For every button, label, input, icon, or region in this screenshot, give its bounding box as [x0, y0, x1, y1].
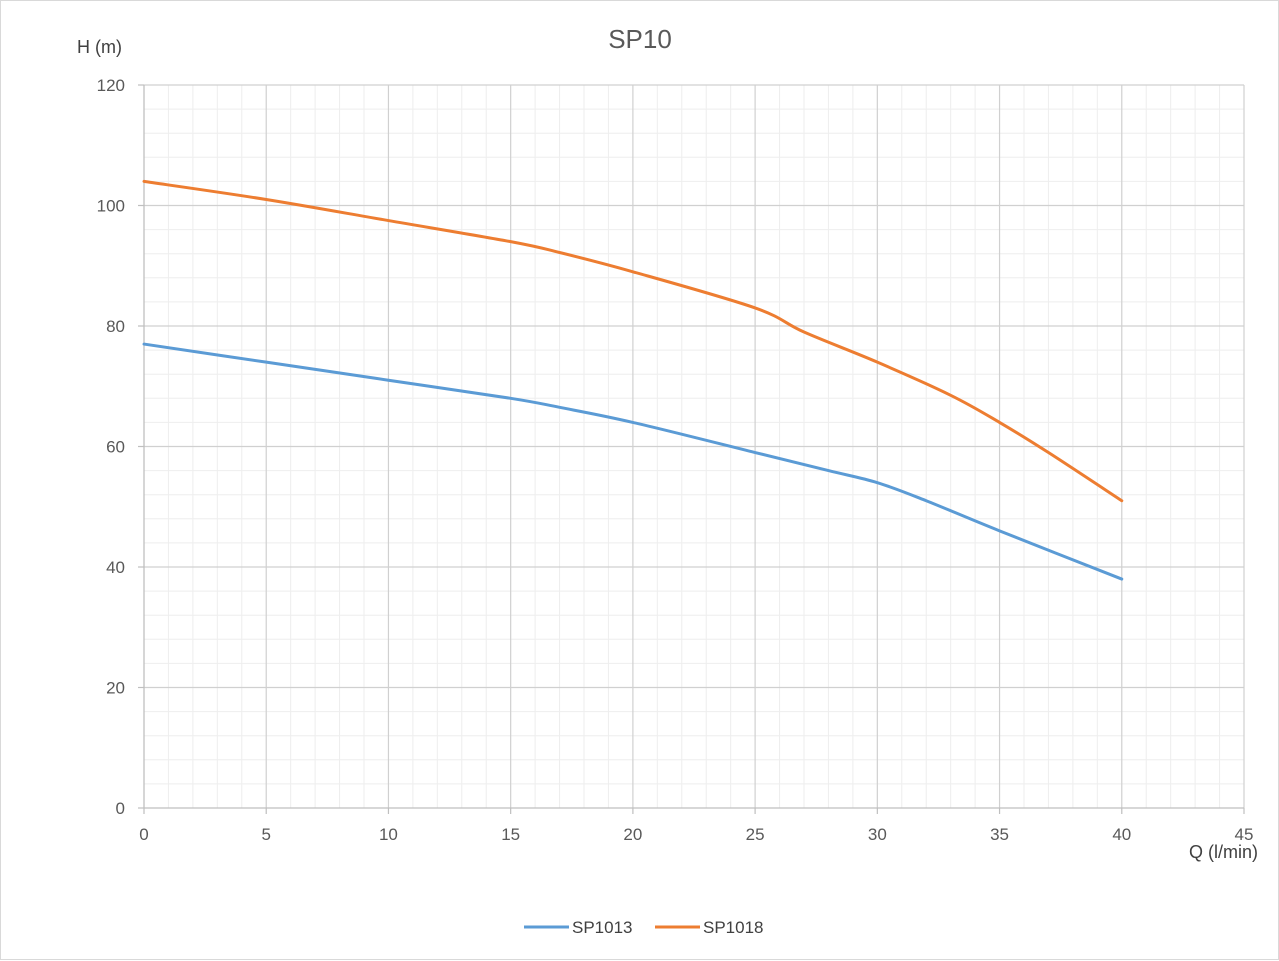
y-tick-label: 120: [97, 76, 125, 95]
y-tick-label: 80: [106, 317, 125, 336]
y-tick-label: 20: [106, 679, 125, 698]
x-tick-label: 10: [379, 825, 398, 844]
x-tick-label: 35: [990, 825, 1009, 844]
series-line-sp1013: [142, 342, 1124, 581]
axes: [138, 84, 1245, 814]
x-tick-label: 30: [868, 825, 887, 844]
x-tick-label: 40: [1112, 825, 1131, 844]
y-tick-label: 60: [106, 438, 125, 457]
series-lines: [142, 179, 1124, 581]
x-tick-label: 20: [623, 825, 642, 844]
series-line-sp1018: [142, 179, 1124, 503]
legend-label-sp1013: SP1013: [572, 918, 633, 937]
major-gridlines: [144, 84, 1245, 808]
y-tick-labels: 0 20 40 60 80 100 120: [97, 76, 125, 818]
legend: SP1013 SP1018: [524, 918, 764, 937]
legend-label-sp1018: SP1018: [703, 918, 764, 937]
y-tick-label: 0: [116, 799, 125, 818]
x-tick-labels: 0 5 10 15 20 25 30 35 40 45: [139, 825, 1253, 844]
y-tick-label: 40: [106, 558, 125, 577]
x-tick-label: 45: [1235, 825, 1254, 844]
chart-title: SP10: [608, 24, 672, 54]
y-tick-label: 100: [97, 197, 125, 216]
x-tick-label: 15: [501, 825, 520, 844]
x-tick-label: 0: [139, 825, 148, 844]
x-tick-label: 5: [261, 825, 270, 844]
x-axis-label: Q (l/min): [1189, 842, 1258, 862]
y-axis-label: H (m): [77, 37, 122, 57]
x-tick-label: 25: [746, 825, 765, 844]
